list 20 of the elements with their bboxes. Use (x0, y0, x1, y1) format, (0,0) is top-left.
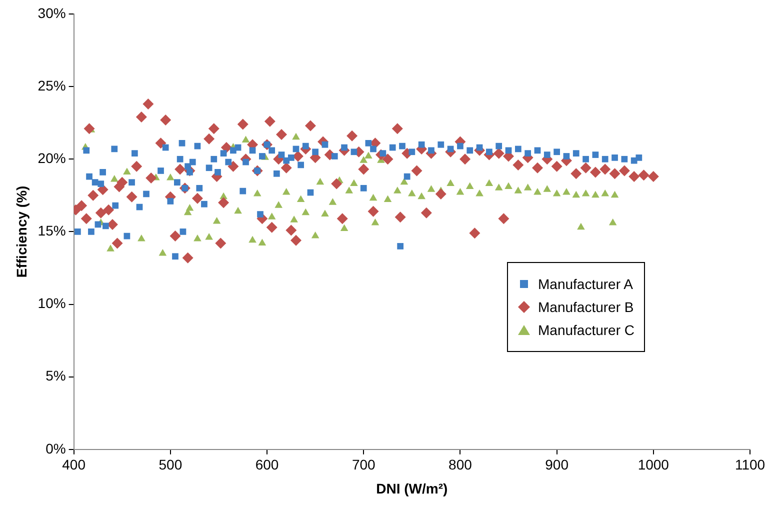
x-tick-label: 600 (255, 456, 279, 473)
legend-label: Manufacturer B (538, 298, 634, 315)
legend-label: Manufacturer C (538, 322, 634, 338)
x-tick-label: 400 (62, 456, 86, 473)
y-tick-label: 20% (38, 150, 66, 166)
x-tick-label: 1100 (734, 456, 766, 473)
x-axis-title: DNI (W/m²) (376, 480, 448, 496)
y-tick-label: 25% (38, 77, 66, 94)
x-tick-label: 700 (352, 456, 376, 473)
y-tick-label: 10% (38, 295, 66, 312)
x-tick-label: 500 (158, 456, 182, 473)
y-tick-label: 30% (38, 4, 66, 21)
y-tick-label: 5% (46, 368, 66, 384)
y-tick-label: 15% (38, 222, 66, 239)
legend-label: Manufacturer A (538, 276, 633, 292)
y-tick-label: 0% (46, 440, 66, 456)
y-axis-title: Efficiency (%) (13, 186, 30, 278)
x-tick-label: 900 (545, 456, 569, 473)
x-tick-label: 1000 (638, 456, 670, 473)
x-tick-label: 800 (448, 456, 472, 473)
